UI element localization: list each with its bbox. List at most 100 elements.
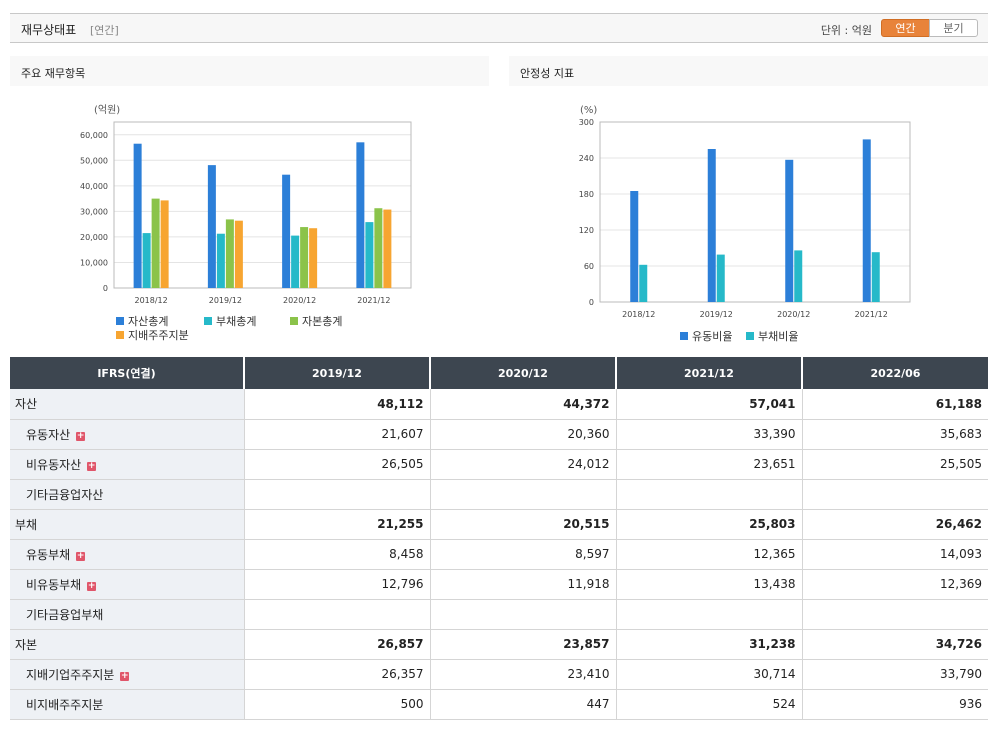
expand-icon[interactable]: +	[87, 460, 97, 471]
bar	[862, 139, 871, 302]
value-cell	[430, 479, 617, 510]
value-cell: 21,607	[244, 419, 431, 450]
value-cell: 33,790	[802, 659, 988, 690]
value-cell: 20,515	[430, 509, 617, 540]
x-tick-label: 2019/12	[700, 310, 733, 319]
row-label: 부채	[15, 517, 38, 532]
value-cell: 23,651	[616, 449, 803, 480]
table-row: 비유동부채 +12,796 11,918 13,438 12,369	[10, 569, 988, 600]
row-label-cell: 지배기업주주지분 +	[10, 659, 245, 690]
y-tick-label: 60	[584, 262, 594, 271]
x-tick-label: 2018/12	[622, 310, 655, 319]
legend-label: 지배주주지분	[128, 329, 189, 342]
table-header-row: IFRS(연결) 2019/12 2020/12 2021/12 2022/06	[10, 357, 988, 389]
value-cell: 12,365	[616, 539, 803, 570]
y-tick-label: 180	[579, 190, 594, 199]
value-cell: 12,369	[802, 569, 988, 600]
table-row: 자산 48,112 44,372 57,041 61,188	[10, 389, 988, 420]
y-tick-label: 30,000	[80, 207, 108, 216]
x-tick-label: 2020/12	[777, 310, 810, 319]
legend-label: 자산총계	[128, 315, 168, 328]
column-header: 2020/12	[430, 357, 617, 389]
row-label-cell: 기타금융업자산	[10, 479, 245, 510]
column-header: 2019/12	[244, 357, 431, 389]
row-label: 기타금융업부채	[26, 607, 104, 622]
value-cell: 11,918	[430, 569, 617, 600]
section-header: 재무상태표 [연간] 단위 : 억원 연간 분기	[10, 13, 988, 43]
value-cell: 20,360	[430, 419, 617, 450]
financial-items-panel: 주요 재무항목 (억원) 0 10,000 20,000 30,000 40,000 50,…	[10, 56, 489, 356]
y-tick-label: 240	[579, 154, 594, 163]
value-cell: 57,041	[616, 389, 803, 420]
legend-label: 부채비율	[758, 330, 798, 343]
section-subtitle: [연간]	[90, 24, 119, 37]
bar	[356, 142, 365, 288]
y-tick-label: 300	[579, 118, 594, 127]
balance-sheet-table: IFRS(연결) 2019/12 2020/12 2021/12 2022/06…	[10, 357, 988, 720]
bar	[871, 252, 880, 302]
value-cell: 447	[430, 689, 617, 720]
row-label: 비지배주주지분	[26, 697, 104, 712]
x-tick-label: 2018/12	[135, 296, 168, 305]
value-cell: 25,803	[616, 509, 803, 540]
row-label-cell: 자본	[10, 629, 245, 660]
value-cell: 524	[616, 689, 803, 720]
row-label: 기타금융업자산	[26, 487, 104, 502]
table-row: 기타금융업부채	[10, 599, 988, 630]
bar	[383, 209, 392, 288]
quarter-toggle-button[interactable]: 분기	[929, 19, 978, 37]
value-cell: 48,112	[244, 389, 431, 420]
bar	[151, 198, 160, 288]
annual-toggle-button[interactable]: 연간	[881, 19, 930, 37]
column-header: 2021/12	[616, 357, 803, 389]
row-label-cell: 부채	[10, 509, 245, 540]
expand-icon[interactable]: +	[76, 430, 86, 441]
value-cell: 21,255	[244, 509, 431, 540]
bar	[374, 208, 383, 288]
legend-swatch	[204, 317, 212, 325]
bar	[291, 235, 300, 288]
table-row: 지배기업주주지분 +26,357 23,410 30,714 33,790	[10, 659, 988, 690]
bar	[639, 264, 648, 302]
value-cell: 24,012	[430, 449, 617, 480]
value-cell: 26,505	[244, 449, 431, 480]
table-row: 기타금융업자산	[10, 479, 988, 510]
value-cell: 500	[244, 689, 431, 720]
value-cell: 23,410	[430, 659, 617, 690]
legend-swatch	[746, 332, 754, 340]
value-cell: 61,188	[802, 389, 988, 420]
bar	[630, 191, 639, 302]
bar	[133, 143, 142, 288]
row-label: 비유동자산	[26, 457, 82, 472]
y-tick-label: 40,000	[80, 182, 108, 191]
legend-swatch	[116, 331, 124, 339]
section-title: 재무상태표	[21, 23, 77, 37]
y-tick-label: 0	[103, 284, 108, 293]
value-cell	[802, 599, 988, 630]
value-cell: 26,462	[802, 509, 988, 540]
y-tick-label: 50,000	[80, 156, 108, 165]
x-tick-label: 2020/12	[283, 296, 316, 305]
row-label-cell: 비유동자산 +	[10, 449, 245, 480]
panel-title: 주요 재무항목	[21, 67, 86, 80]
bar	[225, 219, 234, 288]
x-tick-label: 2019/12	[209, 296, 242, 305]
row-label-cell: 비지배주주지분	[10, 689, 245, 720]
bar	[309, 228, 318, 288]
value-cell	[244, 479, 431, 510]
row-label-cell: 유동자산 +	[10, 419, 245, 450]
value-cell: 33,390	[616, 419, 803, 450]
column-header: IFRS(연결)	[10, 357, 245, 389]
expand-icon[interactable]: +	[120, 670, 130, 681]
table-row: 유동부채 +8,458 8,597 12,365 14,093	[10, 539, 988, 570]
row-label: 유동자산	[26, 427, 71, 442]
row-label-cell: 기타금융업부채	[10, 599, 245, 630]
table-row: 비지배주주지분 500 447 524 936	[10, 689, 988, 720]
bar	[216, 233, 225, 288]
expand-icon[interactable]: +	[76, 550, 86, 561]
y-tick-label: 120	[579, 226, 594, 235]
value-cell: 26,857	[244, 629, 431, 660]
table-row: 유동자산 +21,607 20,360 33,390 35,683	[10, 419, 988, 450]
x-tick-label: 2021/12	[855, 310, 888, 319]
expand-icon[interactable]: +	[87, 580, 97, 591]
